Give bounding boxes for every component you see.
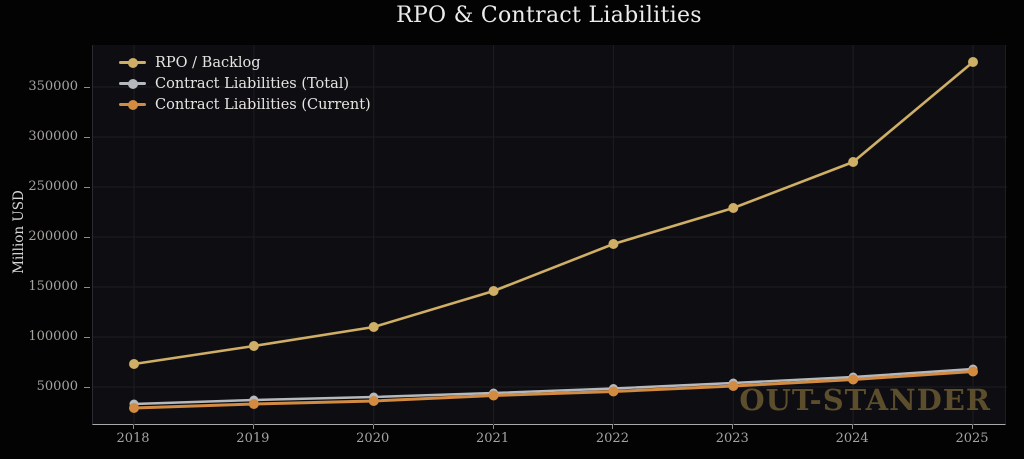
x-tick-label: 2021 xyxy=(476,431,510,446)
x-tick-label: 2025 xyxy=(955,431,989,446)
x-tick-mark xyxy=(612,425,614,429)
series-rpo-backlog xyxy=(129,57,978,369)
data-point-marker xyxy=(248,341,259,351)
legend-line-swatch xyxy=(119,57,146,68)
data-point-marker xyxy=(848,374,859,385)
y-tick-label: 350000 xyxy=(28,78,78,94)
data-point-marker xyxy=(368,396,379,406)
data-point-marker xyxy=(968,366,978,377)
data-point-marker xyxy=(488,286,499,296)
legend-marker-icon xyxy=(127,78,138,89)
grid-layer xyxy=(93,45,1007,425)
y-tick-label: 50000 xyxy=(36,378,78,394)
chart-title: RPO & Contract Liabilities xyxy=(396,3,702,28)
data-point-marker xyxy=(368,322,379,332)
y-tick-mark xyxy=(84,87,90,88)
y-tick-mark xyxy=(84,387,90,388)
y-tick-mark xyxy=(84,187,90,188)
legend-label: RPO / Backlog xyxy=(155,54,261,71)
y-tick-label: 300000 xyxy=(28,128,78,144)
legend-label: Contract Liabilities (Current) xyxy=(155,96,371,113)
x-tick-mark xyxy=(852,425,854,429)
legend-marker-icon xyxy=(127,57,138,68)
x-tick-mark xyxy=(492,425,494,429)
x-tick-mark xyxy=(252,425,254,429)
watermark: OUT-STANDER xyxy=(739,383,991,417)
y-tick-mark xyxy=(84,287,90,288)
legend-item: Contract Liabilities (Current) xyxy=(119,94,371,115)
data-point-marker xyxy=(728,203,739,213)
x-tick-mark xyxy=(372,425,374,429)
data-point-marker xyxy=(608,386,619,397)
y-tick-mark xyxy=(84,237,90,238)
y-axis: 50000 100000 150000 200000 250000 300000 35000… xyxy=(0,45,92,425)
legend-line-swatch xyxy=(119,99,146,110)
x-tick-mark xyxy=(972,425,973,429)
y-tick-mark xyxy=(84,337,90,338)
data-point-marker xyxy=(968,57,978,67)
series-line xyxy=(132,60,975,366)
legend-marker-icon xyxy=(127,99,138,110)
data-point-marker xyxy=(848,157,859,167)
data-point-marker xyxy=(248,399,259,409)
legend-item: RPO / Backlog xyxy=(119,52,371,73)
x-tick-label: 2020 xyxy=(356,431,390,446)
y-tick-label: 150000 xyxy=(28,278,78,294)
x-tick-label: 2023 xyxy=(715,431,749,446)
y-tick-label: 100000 xyxy=(28,328,78,344)
data-point-marker xyxy=(129,403,139,413)
x-tick-label: 2022 xyxy=(595,431,629,446)
y-tick-mark xyxy=(84,137,90,138)
plot-area: OUT-STANDER RPO / Backlog Contract Liabil… xyxy=(92,45,1007,425)
legend-item: Contract Liabilities (Total) xyxy=(119,73,371,94)
x-tick-label: 2024 xyxy=(835,431,869,446)
y-tick-label: 200000 xyxy=(28,228,78,244)
x-tick-label: 2018 xyxy=(116,431,150,446)
x-axis: 2018 2019 2020 2021 2022 2023 2024 2025 xyxy=(92,425,1006,459)
y-tick-label: 250000 xyxy=(28,178,78,194)
data-point-marker xyxy=(728,381,739,391)
x-tick-label: 2019 xyxy=(236,431,270,446)
legend-line-swatch xyxy=(119,78,146,89)
series-line xyxy=(132,367,975,406)
legend: RPO / Backlog Contract Liabilities (Total… xyxy=(119,52,371,115)
x-tick-mark xyxy=(732,425,734,429)
series-line xyxy=(132,370,975,410)
data-point-marker xyxy=(129,359,139,369)
data-point-marker xyxy=(608,239,619,249)
data-point-marker xyxy=(488,390,499,401)
x-tick-mark xyxy=(133,425,134,429)
series-contract-liabilities-current- xyxy=(129,366,978,413)
legend-label: Contract Liabilities (Total) xyxy=(155,75,350,92)
chart-svg xyxy=(93,45,1007,425)
